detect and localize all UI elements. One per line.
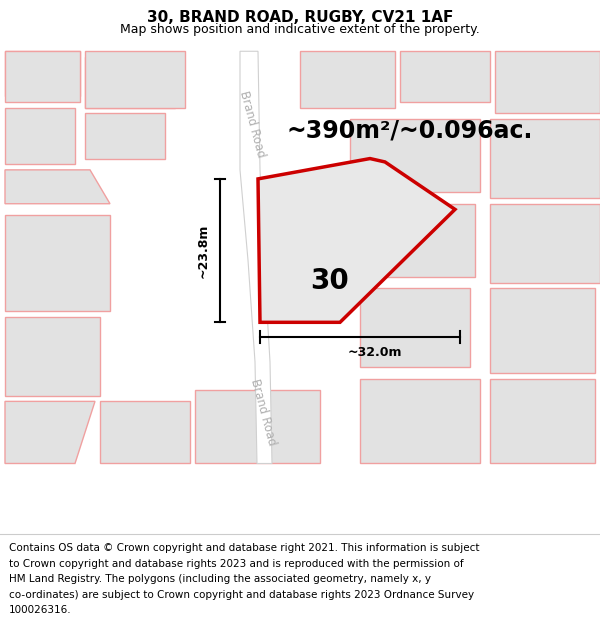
Polygon shape bbox=[5, 317, 100, 396]
Polygon shape bbox=[5, 215, 110, 311]
Polygon shape bbox=[300, 51, 395, 107]
Text: HM Land Registry. The polygons (including the associated geometry, namely x, y: HM Land Registry. The polygons (includin… bbox=[9, 574, 431, 584]
Polygon shape bbox=[5, 170, 110, 204]
Polygon shape bbox=[85, 113, 165, 159]
Polygon shape bbox=[240, 51, 272, 464]
Polygon shape bbox=[360, 289, 470, 368]
Polygon shape bbox=[5, 401, 95, 464]
Text: 100026316.: 100026316. bbox=[9, 605, 71, 615]
Text: Brand Road: Brand Road bbox=[248, 378, 278, 448]
Polygon shape bbox=[490, 289, 595, 373]
Text: to Crown copyright and database rights 2023 and is reproduced with the permissio: to Crown copyright and database rights 2… bbox=[9, 559, 464, 569]
Text: ~390m²/~0.096ac.: ~390m²/~0.096ac. bbox=[287, 118, 533, 142]
Polygon shape bbox=[490, 204, 600, 282]
Text: 30: 30 bbox=[311, 266, 349, 294]
Polygon shape bbox=[100, 401, 190, 464]
Polygon shape bbox=[85, 57, 175, 108]
Text: ~23.8m: ~23.8m bbox=[197, 223, 210, 278]
Polygon shape bbox=[258, 159, 455, 322]
Polygon shape bbox=[195, 390, 320, 464]
Text: co-ordinates) are subject to Crown copyright and database rights 2023 Ordnance S: co-ordinates) are subject to Crown copyr… bbox=[9, 590, 474, 600]
Polygon shape bbox=[360, 379, 480, 464]
Polygon shape bbox=[490, 119, 600, 198]
Polygon shape bbox=[490, 379, 595, 464]
Text: Brand Road: Brand Road bbox=[237, 90, 267, 159]
Text: Map shows position and indicative extent of the property.: Map shows position and indicative extent… bbox=[120, 22, 480, 36]
Polygon shape bbox=[5, 107, 75, 164]
Polygon shape bbox=[400, 51, 490, 102]
Text: Contains OS data © Crown copyright and database right 2021. This information is : Contains OS data © Crown copyright and d… bbox=[9, 543, 479, 554]
Polygon shape bbox=[495, 51, 600, 113]
Polygon shape bbox=[355, 204, 475, 277]
Polygon shape bbox=[350, 119, 480, 192]
Polygon shape bbox=[5, 51, 80, 96]
Polygon shape bbox=[5, 51, 80, 102]
Text: ~32.0m: ~32.0m bbox=[348, 346, 402, 359]
Text: 30, BRAND ROAD, RUGBY, CV21 1AF: 30, BRAND ROAD, RUGBY, CV21 1AF bbox=[147, 10, 453, 25]
Polygon shape bbox=[85, 51, 185, 107]
